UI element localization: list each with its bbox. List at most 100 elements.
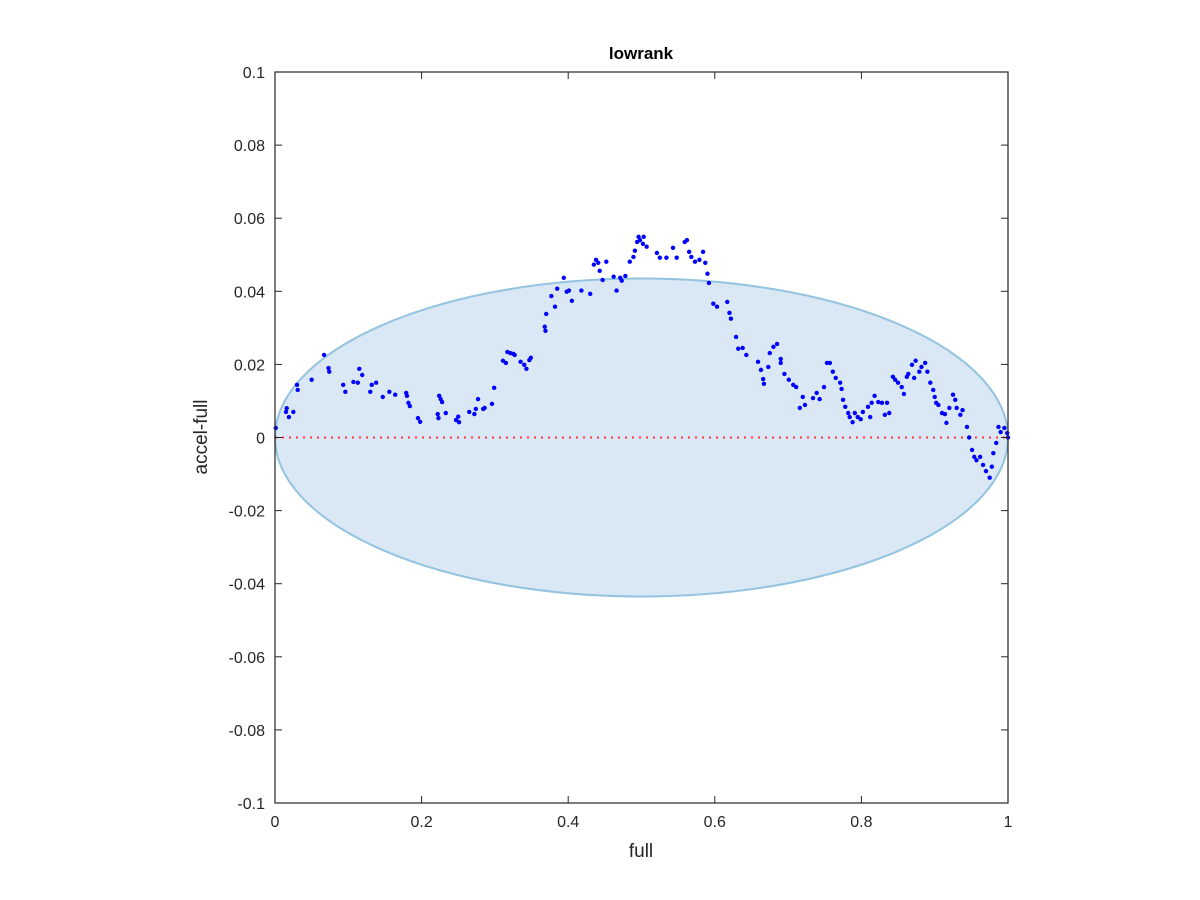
data-point <box>744 352 749 358</box>
data-point <box>867 414 873 420</box>
data-point <box>843 404 848 409</box>
data-point <box>782 371 787 377</box>
data-point <box>850 419 855 425</box>
data-point <box>700 249 706 255</box>
data-point <box>852 410 858 416</box>
data-point <box>987 475 992 480</box>
data-point <box>456 419 462 425</box>
data-point <box>983 468 989 474</box>
data-point <box>911 375 917 381</box>
data-point <box>827 360 833 366</box>
data-point <box>714 304 720 309</box>
data-point <box>654 250 660 256</box>
data-point <box>326 365 331 371</box>
data-point <box>482 405 487 411</box>
data-point <box>703 260 708 265</box>
data-point <box>887 410 892 416</box>
data-point <box>919 364 924 370</box>
data-point <box>360 372 365 378</box>
x-tick-label: 0.6 <box>704 814 726 831</box>
data-point <box>467 409 472 415</box>
y-tick-label: -0.04 <box>229 577 266 594</box>
data-point <box>884 400 890 405</box>
data-point <box>627 259 632 264</box>
data-point <box>309 377 314 382</box>
data-point <box>969 447 975 453</box>
data-point <box>284 406 289 411</box>
data-point <box>906 371 911 377</box>
data-point <box>922 360 928 366</box>
data-point <box>611 274 616 279</box>
data-point <box>994 440 999 446</box>
data-point <box>833 375 838 381</box>
data-point <box>283 409 289 415</box>
data-point <box>321 352 327 358</box>
data-point <box>286 414 292 420</box>
data-point <box>443 410 448 416</box>
data-point <box>473 406 479 412</box>
data-point <box>439 399 445 405</box>
x-tick-label: 0 <box>271 814 280 831</box>
data-point <box>415 415 421 421</box>
data-point <box>512 352 517 358</box>
data-point <box>674 255 679 260</box>
data-point <box>917 369 922 374</box>
data-point <box>771 344 776 350</box>
data-point <box>597 268 602 274</box>
data-point <box>644 244 649 249</box>
data-point <box>839 386 844 392</box>
data-point <box>869 400 874 405</box>
y-tick-label: -0.02 <box>229 504 266 521</box>
data-point <box>821 384 827 390</box>
data-point <box>340 382 346 388</box>
plot-area <box>273 234 1011 598</box>
data-point <box>980 462 986 468</box>
y-tick-label: -0.06 <box>229 650 266 667</box>
data-point <box>641 234 646 240</box>
data-point <box>760 376 766 382</box>
data-point <box>357 366 362 371</box>
data-point <box>406 400 411 405</box>
data-point <box>544 311 549 317</box>
data-point <box>865 404 871 409</box>
data-point <box>1005 430 1010 436</box>
data-point <box>491 385 497 390</box>
data-point <box>295 387 300 393</box>
chart-title: lowrank <box>609 44 674 63</box>
data-point <box>697 257 702 263</box>
data-point <box>552 304 558 309</box>
data-point <box>543 328 548 333</box>
data-point <box>989 464 995 469</box>
data-point <box>355 380 361 385</box>
data-point <box>472 411 477 417</box>
data-point <box>728 316 734 321</box>
y-tick-label: 0.06 <box>234 211 265 228</box>
data-point <box>503 360 509 366</box>
data-point <box>913 358 918 363</box>
data-point <box>636 234 641 240</box>
y-axis-label: accel-full <box>191 400 212 475</box>
data-point <box>689 254 694 260</box>
data-point <box>736 346 741 351</box>
data-point <box>814 390 819 396</box>
y-tick-label: 0.02 <box>234 357 265 374</box>
data-point <box>837 380 843 385</box>
data-point <box>953 397 958 403</box>
data-point <box>657 255 663 260</box>
data-point <box>637 237 643 243</box>
y-tick-label: 0.04 <box>234 284 265 301</box>
x-tick-label: 0.8 <box>850 814 872 831</box>
data-point <box>369 382 374 388</box>
data-point <box>972 454 977 460</box>
data-point <box>294 382 300 388</box>
data-point <box>640 241 646 246</box>
data-point <box>797 405 803 411</box>
data-point <box>351 379 356 385</box>
data-point <box>522 362 527 367</box>
data-point <box>711 301 716 306</box>
data-point <box>960 407 965 413</box>
data-point <box>991 451 996 456</box>
data-point <box>778 360 783 366</box>
data-point <box>761 381 767 386</box>
data-point <box>786 377 792 382</box>
